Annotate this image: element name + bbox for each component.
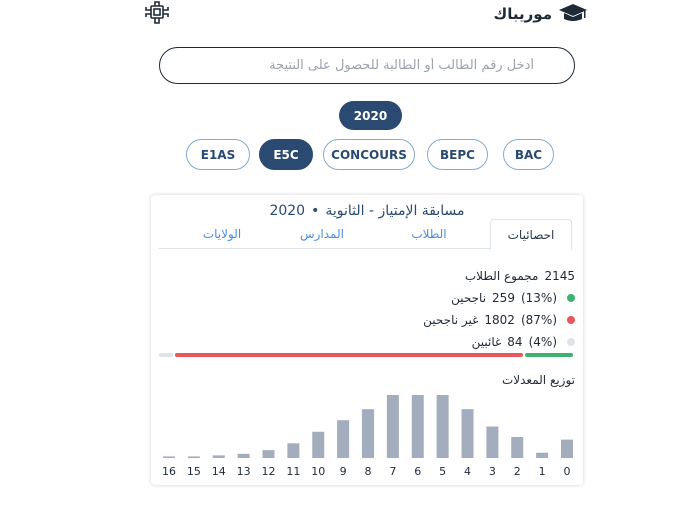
- histogram-tick-label: 9: [340, 465, 347, 478]
- brand[interactable]: موريباك: [494, 2, 588, 26]
- passed-label: ناجحين: [451, 291, 487, 305]
- total-value: 2145: [544, 269, 575, 283]
- absent-count: 84: [507, 335, 523, 349]
- stat-failed: (87%) 1802 غير ناجحين: [175, 309, 575, 331]
- histogram-bar-10: [312, 431, 325, 458]
- histogram-bar-16: [163, 456, 175, 458]
- histogram-tick-label: 0: [564, 465, 571, 478]
- card-tabs: احصائيات الطلاب المدارس الولايات: [159, 219, 572, 250]
- exam-e1as-button[interactable]: E1AS: [186, 139, 250, 170]
- histogram-tick-label: 8: [365, 465, 372, 478]
- histogram-tick-label: 13: [237, 465, 251, 478]
- passed-count: 259: [492, 291, 515, 305]
- tab-schools[interactable]: المدارس: [299, 227, 344, 241]
- progress-segment-failed: [175, 353, 523, 357]
- exam-bepc-button[interactable]: BEPC: [427, 139, 488, 170]
- exam-year: 2020: [269, 203, 306, 219]
- results-progress-bar: [159, 353, 575, 357]
- absent-dot-icon: [567, 338, 575, 346]
- progress-segment-absent: [159, 353, 174, 357]
- absent-label: غائبين: [471, 335, 502, 349]
- histogram-bar-1: [536, 452, 549, 458]
- histogram-bar-13: [237, 453, 250, 458]
- stats-summary: 2145 مجموع الطلاب (13%) 259 ناجحين (87%)…: [175, 265, 575, 353]
- histogram-tick-label: 2: [514, 465, 521, 478]
- absent-percent: (4%): [528, 335, 557, 349]
- tab-students[interactable]: الطلاب: [411, 227, 447, 241]
- brand-title: موريباك: [493, 5, 552, 23]
- histogram-tick-label: 6: [414, 465, 421, 478]
- title-separator: •: [311, 203, 320, 219]
- search-input[interactable]: [160, 48, 574, 83]
- histogram-tick-label: 5: [439, 465, 446, 478]
- tab-statistics[interactable]: احصائيات: [490, 219, 572, 250]
- total-label: مجموع الطلاب: [464, 269, 539, 283]
- failed-count: 1802: [484, 313, 515, 327]
- histogram-bar-9: [337, 420, 350, 458]
- search-box: [159, 47, 575, 84]
- histogram-bar-4: [461, 409, 474, 458]
- histogram-bar-2: [511, 437, 524, 458]
- histogram-tick-label: 12: [262, 465, 276, 478]
- histogram-bar-6: [411, 395, 424, 458]
- card-title: مسابقة الإمتياز - الثانوية • 2020: [151, 203, 583, 219]
- histogram-bar-11: [287, 443, 300, 458]
- distribution-title: توزيع المعدلات: [501, 373, 575, 387]
- histogram-bar-15: [187, 456, 200, 458]
- stat-absent: (4%) 84 غائبين: [175, 331, 575, 353]
- exam-type-selector: BAC BEPC CONCOURS E5C E1AS: [0, 139, 682, 170]
- ornament-icon[interactable]: [142, 0, 172, 26]
- histogram-bar-14: [212, 455, 225, 458]
- histogram-tick-label: 7: [389, 465, 396, 478]
- failed-percent: (87%): [520, 313, 557, 327]
- histogram-tick-label: 3: [489, 465, 496, 478]
- histogram-tick-label: 11: [286, 465, 300, 478]
- exam-name: مسابقة الإمتياز - الثانوية: [325, 203, 465, 219]
- app-header: موريباك: [0, 0, 682, 28]
- year-button[interactable]: 2020: [339, 101, 402, 130]
- exam-bac-button[interactable]: BAC: [503, 139, 554, 170]
- histogram-bar-7: [386, 395, 399, 458]
- grade-distribution-chart: 16 15 14 13 12 11 10 9 8 7 6 5 4 3 2 1 0: [162, 395, 573, 478]
- failed-label: غير ناجحين: [423, 313, 479, 327]
- histogram-bar-0: [561, 439, 573, 458]
- histogram-bar-8: [362, 409, 374, 458]
- failed-dot-icon: [567, 316, 575, 324]
- histogram-bar-3: [486, 426, 499, 458]
- passed-percent: (13%): [520, 291, 557, 305]
- stat-total: 2145 مجموع الطلاب: [175, 265, 575, 287]
- results-card: مسابقة الإمتياز - الثانوية • 2020 احصائيات…: [151, 195, 583, 485]
- histogram-tick-label: 4: [464, 465, 471, 478]
- stat-passed: (13%) 259 ناجحين: [175, 287, 575, 309]
- histogram-tick-label: 14: [212, 465, 226, 478]
- progress-segment-passed: [524, 353, 573, 357]
- histogram-tick-label: 15: [187, 465, 201, 478]
- passed-dot-icon: [567, 294, 575, 302]
- histogram-tick-label: 10: [311, 465, 325, 478]
- histogram-bar-12: [262, 450, 275, 458]
- graduation-cap-icon: [558, 2, 588, 26]
- histogram-tick-label: 16: [162, 465, 176, 478]
- histogram-tick-label: 1: [539, 465, 546, 478]
- exam-concours-button[interactable]: CONCOURS: [323, 139, 415, 170]
- exam-e5c-button[interactable]: E5C: [259, 139, 313, 170]
- tab-states[interactable]: الولايات: [202, 227, 242, 241]
- histogram-bar-5: [436, 395, 449, 458]
